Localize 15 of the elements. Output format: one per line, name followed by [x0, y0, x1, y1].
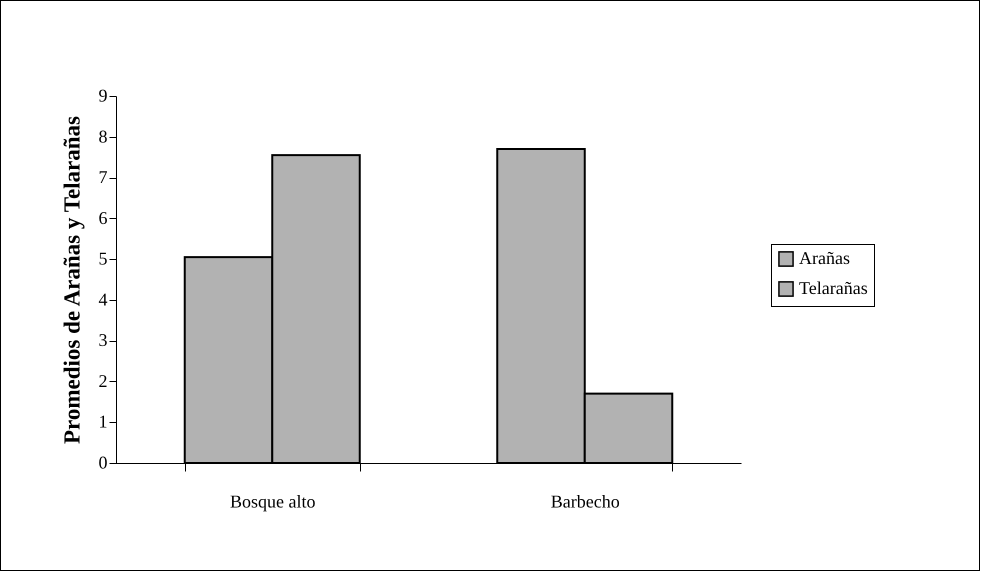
y-tick-label: 4	[98, 289, 108, 310]
y-tick-label: 5	[98, 248, 108, 269]
y-tick-label: 8	[98, 126, 108, 146]
x-tick-label: Barbecho	[550, 492, 620, 512]
y-tick-label: 2	[98, 370, 108, 391]
y-tick-label: 1	[98, 412, 108, 432]
legend-label: Telarañas	[799, 278, 868, 298]
y-tick-label: 6	[98, 208, 108, 228]
y-axis-title: Promedios de Arañas y Telarañas	[60, 116, 84, 444]
y-tick-label: 7	[98, 167, 108, 188]
y-tick-label: 0	[98, 452, 108, 472]
y-tick-label: 9	[98, 86, 108, 106]
legend-label: Arañas	[799, 248, 850, 268]
y-tick-label: 3	[98, 330, 108, 350]
x-tick-label: Bosque alto	[230, 492, 316, 512]
